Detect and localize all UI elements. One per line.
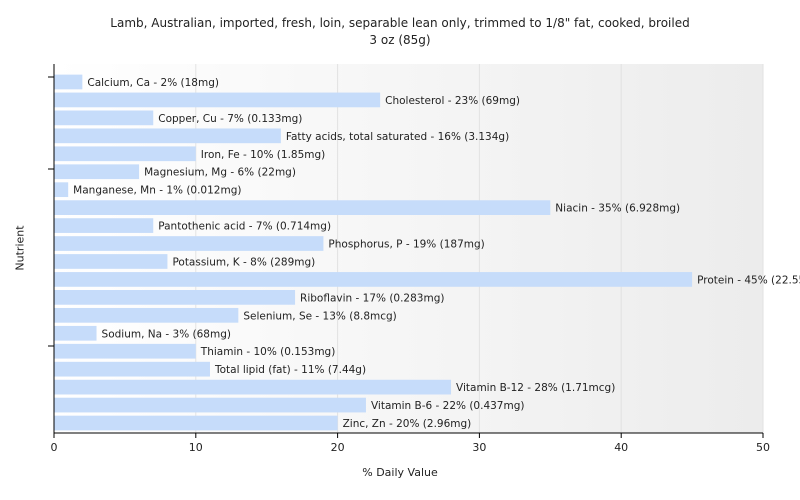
x-tick-label: 30 (472, 441, 486, 454)
bar (54, 74, 83, 90)
x-tick-label: 0 (51, 441, 58, 454)
bar-label: Selenium, Se - 13% (8.8mcg) (243, 310, 396, 322)
bar (54, 200, 551, 215)
x-tick-label: 50 (756, 441, 770, 454)
axes: 0 10 20 30 40 50 (48, 64, 770, 454)
bar-label: Protein - 45% (22.55g) (697, 274, 800, 286)
x-tick-label: 20 (331, 441, 345, 454)
bar (54, 128, 281, 144)
bars: Calcium, Ca - 2% (18mg) Cholesterol - 23%… (54, 74, 800, 431)
bar-label: Zinc, Zn - 20% (2.96mg) (343, 418, 472, 430)
x-axis-label: % Daily Value (362, 466, 438, 479)
x-tick-label: 40 (614, 441, 628, 454)
bar (54, 397, 366, 413)
bar-label: Iron, Fe - 10% (1.85mg) (201, 149, 325, 161)
x-tick-label: 10 (189, 441, 203, 454)
bar (54, 218, 154, 233)
bar (54, 164, 140, 180)
chart-subtitle: 3 oz (85g) (369, 33, 431, 47)
bar-label: Riboflavin - 17% (0.283mg) (300, 292, 444, 304)
bar-label: Phosphorus, P - 19% (187mg) (328, 239, 484, 251)
bar-label: Vitamin B-6 - 22% (0.437mg) (371, 400, 525, 412)
chart-title: Lamb, Australian, imported, fresh, loin,… (110, 16, 690, 30)
bar (54, 379, 452, 395)
bar-label: Copper, Cu - 7% (0.133mg) (158, 113, 302, 125)
bar-label: Fatty acids, total saturated - 16% (3.13… (286, 131, 509, 143)
bar-label: Manganese, Mn - 1% (0.012mg) (73, 185, 241, 197)
bar (54, 146, 196, 162)
bar-label: Potassium, K - 8% (289mg) (172, 256, 315, 268)
bar (54, 110, 154, 126)
bar (54, 182, 69, 198)
bar (54, 290, 296, 305)
bar-label: Sodium, Na - 3% (68mg) (102, 328, 231, 340)
bar-label: Pantothenic acid - 7% (0.714mg) (158, 221, 331, 233)
bar (54, 92, 381, 108)
bar (54, 415, 338, 431)
bar-label: Magnesium, Mg - 6% (22mg) (144, 167, 296, 179)
bar (54, 236, 324, 251)
bar-label: Vitamin B-12 - 28% (1.71mcg) (456, 382, 615, 394)
bar (54, 307, 239, 323)
y-axis-label: Nutrient (13, 225, 27, 271)
bar (54, 325, 97, 341)
bar (54, 361, 210, 377)
bar-label: Cholesterol - 23% (69mg) (385, 95, 520, 107)
bar (54, 343, 196, 359)
bar-label: Niacin - 35% (6.928mg) (555, 203, 680, 215)
bar (54, 272, 693, 287)
bar-label: Thiamin - 10% (0.153mg) (200, 346, 336, 358)
bar (54, 254, 168, 269)
bar-label: Total lipid (fat) - 11% (7.44g) (214, 364, 366, 376)
bar-label: Calcium, Ca - 2% (18mg) (87, 77, 219, 89)
